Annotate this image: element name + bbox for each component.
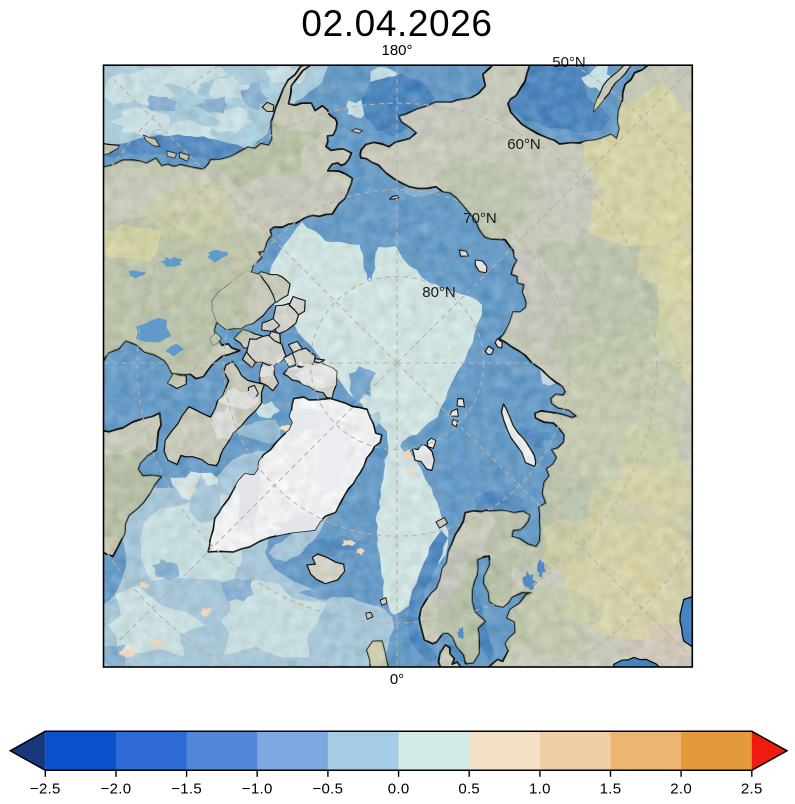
svg-text:180°: 180°	[381, 42, 412, 59]
svg-text:−1.0: −1.0	[242, 780, 273, 797]
svg-text:1.5: 1.5	[600, 780, 622, 797]
svg-text:0.0: 0.0	[388, 780, 410, 797]
svg-text:−0.5: −0.5	[312, 780, 343, 797]
svg-text:80°N: 80°N	[422, 284, 456, 301]
svg-text:−1.5: −1.5	[171, 780, 202, 797]
svg-text:70°N: 70°N	[463, 210, 497, 227]
svg-text:02.04.2026: 02.04.2026	[301, 3, 492, 44]
svg-text:0.5: 0.5	[458, 780, 480, 797]
svg-text:50°N: 50°N	[552, 54, 586, 71]
svg-text:0°: 0°	[390, 671, 404, 688]
svg-text:2.5: 2.5	[741, 780, 763, 797]
svg-text:1.0: 1.0	[529, 780, 551, 797]
svg-text:−2.0: −2.0	[101, 780, 132, 797]
svg-text:−2.5: −2.5	[30, 780, 61, 797]
svg-text:60°N: 60°N	[507, 136, 541, 153]
svg-text:2.0: 2.0	[670, 780, 692, 797]
